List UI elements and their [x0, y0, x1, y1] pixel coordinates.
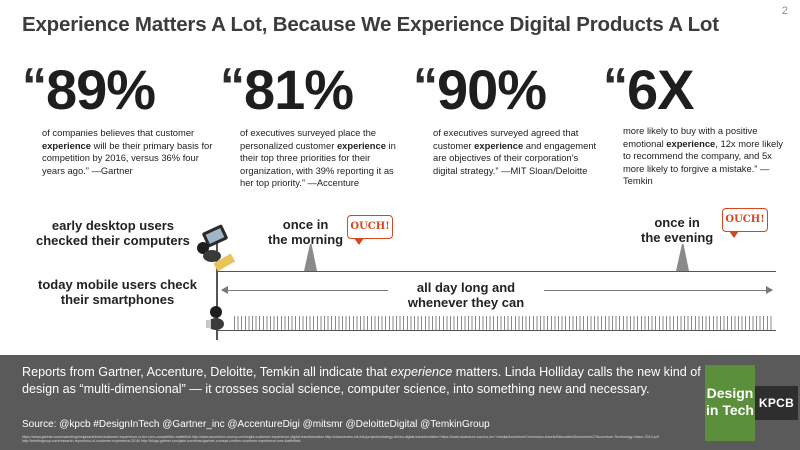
design-in-tech-logo: Design in Tech — [705, 365, 755, 441]
quote-mark-icon: “ — [413, 58, 438, 114]
stat-gartner: “ 89% of companies believes that custome… — [22, 55, 212, 176]
footer-banner: Reports from Gartner, Accenture, Deloitt… — [0, 355, 800, 450]
footer-source: Source: @kpcb #DesignInTech @Gartner_inc… — [22, 419, 490, 430]
footer-reference-links[interactable]: https://www.gartner.com/marketing/insigh… — [22, 435, 659, 444]
stat-value: 90% — [437, 58, 547, 121]
stat-description: of executives surveyed agreed that custo… — [433, 127, 597, 176]
desktop-timeline-axis — [216, 271, 776, 272]
stat-value: 81% — [244, 58, 354, 121]
desktop-users-label: early desktop users checked their comput… — [36, 218, 190, 248]
quote-mark-icon: “ — [22, 58, 47, 114]
mobile-usage-spikes — [234, 316, 774, 330]
slide-title: Experience Matters A Lot, Because We Exp… — [22, 13, 719, 36]
stat-value: 89% — [46, 58, 156, 121]
stat-description: of executives surveyed place the persona… — [240, 127, 396, 188]
ouch-badge-morning: OUCH! — [347, 215, 393, 245]
kpcb-logo: KPCB — [755, 386, 798, 420]
evening-usage-spike-icon — [676, 244, 689, 271]
quote-mark-icon: “ — [603, 58, 628, 114]
mobile-timeline-axis — [216, 330, 776, 331]
evening-label: once in the evening — [641, 215, 714, 245]
footer-summary: Reports from Gartner, Accenture, Deloitt… — [22, 365, 701, 396]
mobile-users-label: today mobile users check their smartphon… — [38, 277, 197, 307]
timeline-axis-vertical — [216, 228, 218, 340]
all-day-label: all day long and whenever they can — [407, 280, 525, 310]
stat-value: 6X — [627, 58, 694, 121]
morning-label: once in the morning — [268, 217, 344, 247]
morning-usage-spike-icon — [304, 244, 317, 271]
mobile-user-icon — [206, 306, 224, 330]
stat-deloitte: “ 90% of executives surveyed agreed that… — [413, 55, 603, 176]
page-number: 2 — [781, 5, 788, 17]
stat-description: more likely to buy with a positive emoti… — [623, 125, 783, 186]
stat-temkin: “ 6X more likely to buy with a positive … — [603, 55, 793, 186]
ouch-badge-evening: OUCH! — [722, 208, 768, 238]
stat-accenture: “ 81% of executives surveyed place the p… — [220, 55, 410, 188]
desktop-user-icon — [197, 224, 236, 272]
quote-mark-icon: “ — [220, 58, 245, 114]
stat-description: of companies believes that customer expe… — [42, 127, 213, 176]
